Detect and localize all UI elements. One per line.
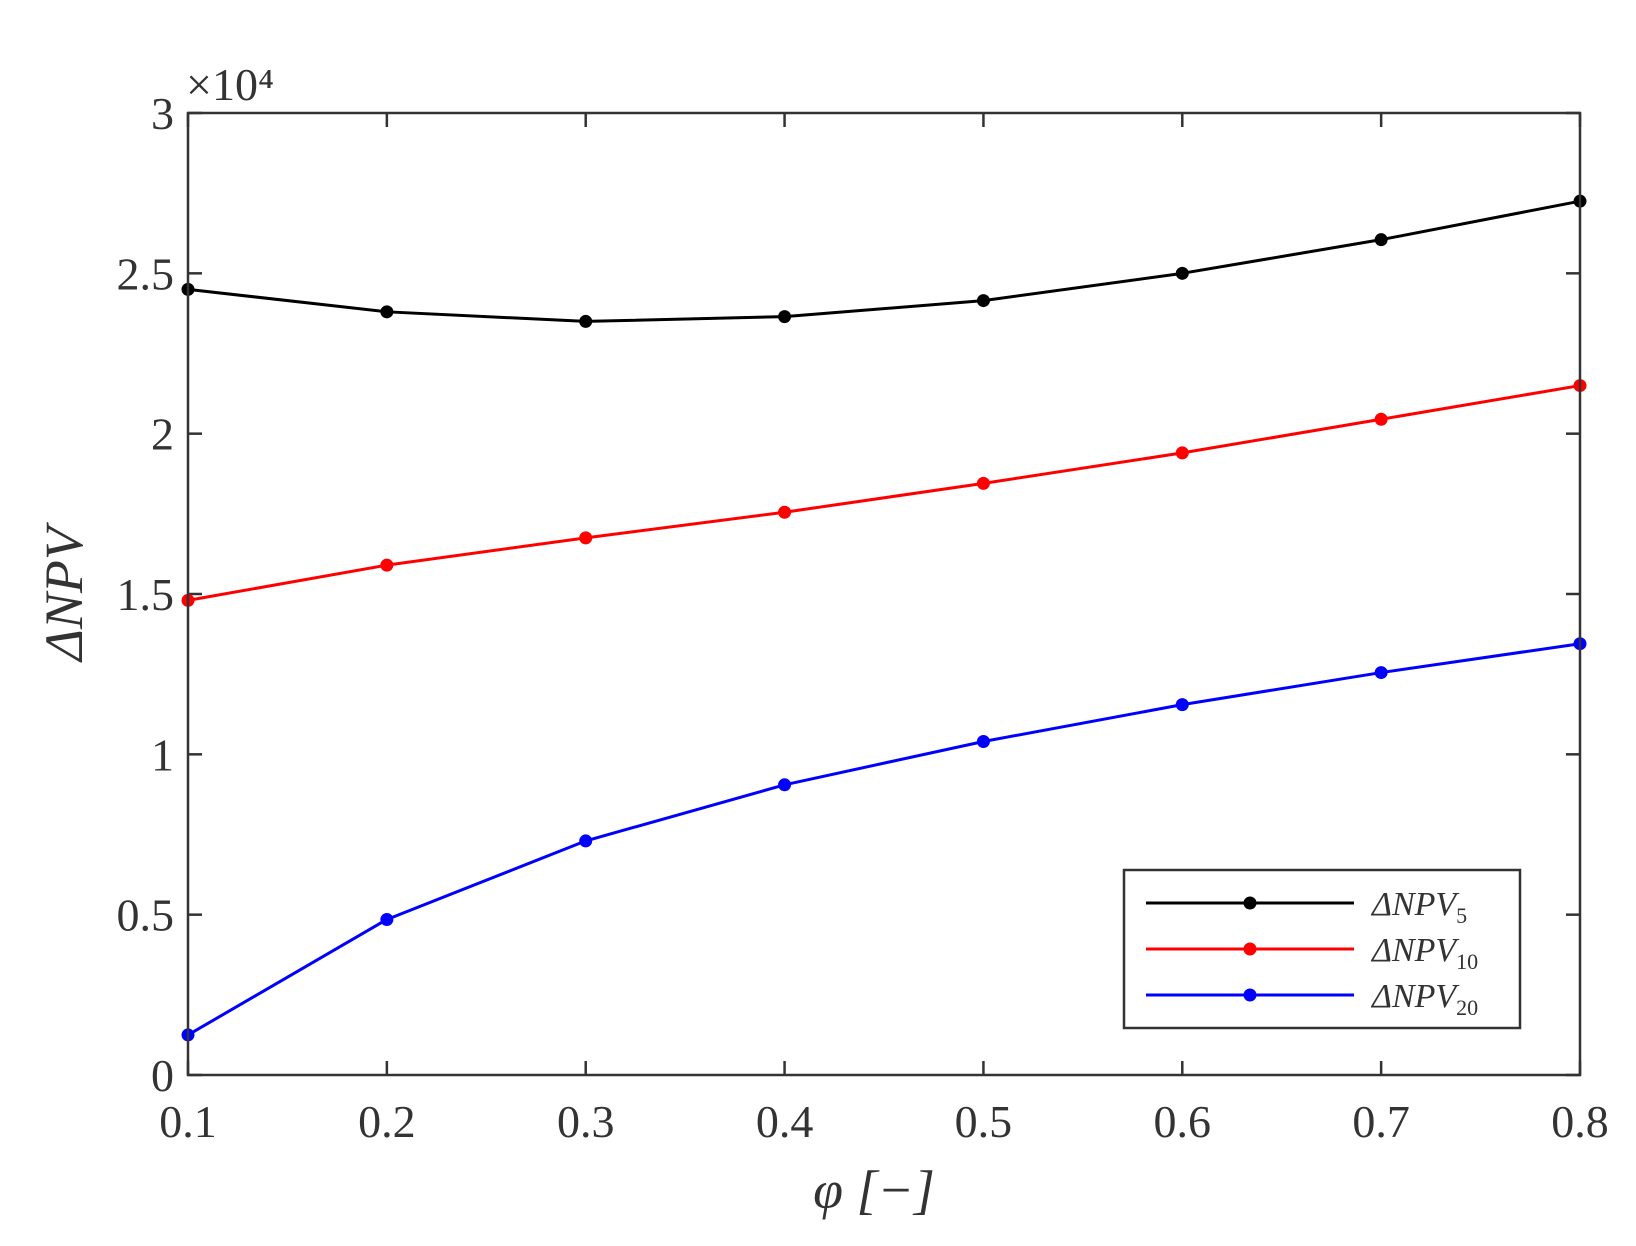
data-point xyxy=(1175,446,1189,460)
data-point xyxy=(1374,412,1388,426)
data-point xyxy=(380,305,394,319)
x-axis-ticks: 0.1 0.2 0.3 0.4 0.5 0.6 0.7 0.8 xyxy=(159,113,1609,1147)
plot-frame xyxy=(186,111,1582,1077)
y-axis-multiplier: ×10⁴ xyxy=(186,59,274,110)
data-point xyxy=(380,558,394,572)
y-axis-label: ΔNPV xyxy=(34,521,94,663)
data-point xyxy=(778,310,792,324)
legend-marker xyxy=(1243,896,1257,910)
legend-label: ΔNPV20 xyxy=(1370,978,1478,1020)
series-20 xyxy=(181,637,1587,1042)
legend-label-base: ΔNPV xyxy=(1370,886,1460,923)
y-tick-label: 2.5 xyxy=(117,248,175,299)
y-tick-label: 1 xyxy=(151,729,174,780)
legend-label-base: ΔNPV xyxy=(1370,932,1460,969)
series-line xyxy=(187,384,1581,602)
x-tick-label: 0.2 xyxy=(358,1096,416,1147)
legend-label-subscript: 20 xyxy=(1456,995,1478,1020)
legend-label: ΔNPV5 xyxy=(1370,886,1467,928)
series-line xyxy=(187,199,1581,323)
legend-label-subscript: 5 xyxy=(1456,903,1467,928)
x-axis-label: φ [−] xyxy=(813,1160,935,1220)
legend-label: ΔNPV10 xyxy=(1370,932,1478,974)
x-tick-label: 0.3 xyxy=(557,1096,615,1147)
y-tick-label: 0.5 xyxy=(117,890,175,941)
data-point xyxy=(1374,666,1388,680)
y-axis-ticks: 0 0.5 1 1.5 2 2.5 3 xyxy=(117,88,1580,1101)
data-point xyxy=(579,531,593,545)
x-tick-label: 0.4 xyxy=(756,1096,814,1147)
data-point xyxy=(778,778,792,792)
y-tick-label: 3 xyxy=(151,88,174,139)
legend-item: ΔNPV20 xyxy=(1146,978,1478,1020)
legend-label-base: ΔNPV xyxy=(1370,978,1460,1015)
x-tick-label: 0.5 xyxy=(955,1096,1013,1147)
series-5 xyxy=(181,194,1587,328)
data-point xyxy=(380,912,394,926)
x-tick-label: 0.6 xyxy=(1154,1096,1212,1147)
data-point xyxy=(579,314,593,328)
series-line xyxy=(187,642,1581,1037)
y-tick-label: 0 xyxy=(151,1050,174,1101)
data-point xyxy=(1374,233,1388,247)
data-point xyxy=(778,505,792,519)
y-tick-label: 1.5 xyxy=(117,569,175,620)
data-point xyxy=(976,476,990,490)
plot-series xyxy=(181,194,1587,1042)
y-tick-label: 2 xyxy=(151,409,174,460)
legend-item: ΔNPV10 xyxy=(1146,932,1478,974)
data-point xyxy=(976,735,990,749)
x-tick-label: 0.7 xyxy=(1352,1096,1410,1147)
data-point xyxy=(579,834,593,848)
x-tick-label: 0.8 xyxy=(1551,1096,1609,1147)
legend-item: ΔNPV5 xyxy=(1146,886,1467,928)
data-point xyxy=(1175,698,1189,712)
data-point xyxy=(1175,266,1189,280)
x-tick-label: 0.1 xyxy=(159,1096,217,1147)
legend-marker xyxy=(1243,942,1257,956)
legend-label-subscript: 10 xyxy=(1456,949,1478,974)
data-point xyxy=(976,294,990,308)
legend-marker xyxy=(1243,988,1257,1002)
series-10 xyxy=(181,379,1587,607)
